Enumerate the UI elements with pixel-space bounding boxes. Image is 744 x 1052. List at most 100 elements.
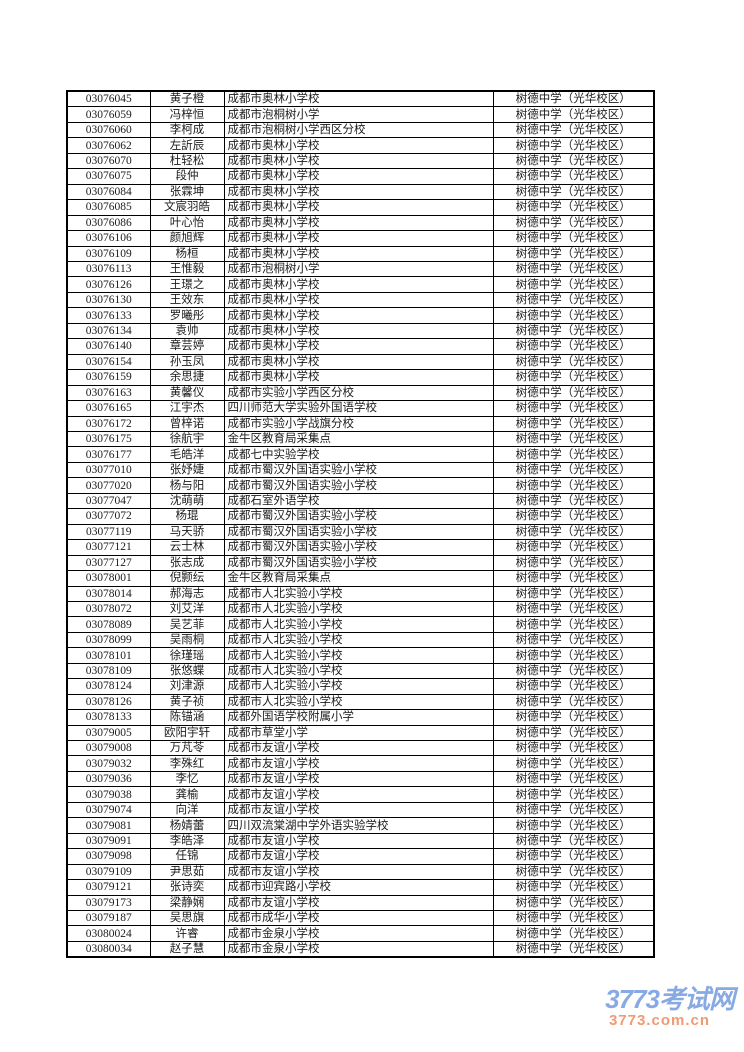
cell-middle-school: 树德中学（光华校区） (492, 291, 655, 309)
cell-primary-school: 金牛区教育局采集点 (223, 570, 494, 587)
cell-registration-id: 03076134 (66, 322, 151, 340)
cell-registration-id: 03076163 (66, 384, 151, 402)
cell-primary-school: 成都市奥林小学校 (223, 90, 494, 108)
cell-primary-school: 成都市友谊小学校 (223, 863, 494, 881)
cell-primary-school: 成都市友谊小学校 (223, 894, 494, 912)
table-row: 03078126 黄子祯 成都市人北实验小学校 树德中学（光华校区） (66, 693, 655, 711)
table-row: 03076059 冯梓恒 成都市泡桐树小学 树德中学（光华校区） (66, 106, 655, 123)
table-row: 03077072 杨琨 成都市蜀汉外国语实验小学校 树德中学（光华校区） (66, 508, 655, 525)
cell-middle-school: 树德中学（光华校区） (492, 338, 655, 355)
cell-registration-id: 03076084 (66, 183, 151, 201)
cell-registration-id: 03076060 (66, 121, 151, 139)
cell-middle-school: 树德中学（光华校区） (492, 400, 655, 417)
cell-registration-id: 03076175 (66, 430, 151, 448)
cell-primary-school: 成都市实验小学西区分校 (223, 384, 494, 402)
cell-student-name: 王惟毅 (149, 260, 225, 278)
table-row: 03077127 张志成 成都市蜀汉外国语实验小学校 树德中学（光华校区） (66, 554, 655, 572)
table-row: 03076109 杨桓 成都市奥林小学校 树德中学（光华校区） (66, 245, 655, 262)
cell-middle-school: 树德中学（光华校区） (492, 461, 655, 479)
cell-primary-school: 成都市友谊小学校 (223, 786, 494, 803)
cell-student-name: 杨与阳 (149, 477, 225, 494)
cell-student-name: 杨婧蕾 (149, 817, 225, 834)
cell-primary-school: 成都市奥林小学校 (223, 307, 494, 324)
cell-registration-id: 03076130 (66, 291, 151, 309)
cell-middle-school: 树德中学（光华校区） (492, 245, 655, 262)
cell-student-name: 欧阳宇轩 (149, 724, 225, 742)
cell-primary-school: 成都市奥林小学校 (223, 230, 494, 247)
cell-student-name: 孙玉凤 (149, 353, 225, 371)
cell-registration-id: 03077020 (66, 477, 151, 494)
cell-middle-school: 树德中学（光华校区） (492, 755, 655, 772)
table-row: 03078133 陈锚涵 成都外国语学校附属小学 树德中学（光华校区） (66, 709, 655, 726)
cell-student-name: 梁静娴 (149, 894, 225, 912)
table-row: 03076163 黄馨仪 成都市实验小学西区分校 树德中学（光华校区） (66, 384, 655, 402)
cell-registration-id: 03076075 (66, 168, 151, 185)
table-row: 03076133 罗曦彤 成都市奥林小学校 树德中学（光华校区） (66, 307, 655, 324)
table-row: 03078124 刘津源 成都市人北实验小学校 树德中学（光华校区） (66, 678, 655, 695)
cell-registration-id: 03079032 (66, 755, 151, 772)
cell-middle-school: 树德中学（光华校区） (492, 631, 655, 649)
cell-middle-school: 树德中学（光华校区） (492, 879, 655, 896)
cell-primary-school: 成都市实验小学战旗分校 (223, 415, 494, 432)
table-row: 03076113 王惟毅 成都市泡桐树小学 树德中学（光华校区） (66, 260, 655, 278)
cell-middle-school: 树德中学（光华校区） (492, 446, 655, 463)
cell-registration-id: 03078014 (66, 585, 151, 602)
cell-registration-id: 03076109 (66, 245, 151, 262)
cell-primary-school: 成都市友谊小学校 (223, 770, 494, 788)
table-row: 03076106 颜旭辉 成都市奥林小学校 树德中学（光华校区） (66, 230, 655, 247)
cell-primary-school: 成都市奥林小学校 (223, 183, 494, 201)
table-row: 03079008 万芃苓 成都市友谊小学校 树德中学（光华校区） (66, 740, 655, 757)
cell-primary-school: 成都市奥林小学校 (223, 199, 494, 216)
table-row: 03080034 赵子慧 成都市金泉小学校 树德中学（光华校区） (66, 940, 655, 958)
cell-middle-school: 树德中学（光华校区） (492, 369, 655, 386)
table-row: 03076126 王璟之 成都市奥林小学校 树德中学（光华校区） (66, 276, 655, 293)
cell-middle-school: 树德中学（光华校区） (492, 539, 655, 556)
cell-student-name: 曾梓诺 (149, 415, 225, 432)
cell-middle-school: 树德中学（光华校区） (492, 384, 655, 402)
cell-student-name: 江宇杰 (149, 400, 225, 417)
cell-registration-id: 03078099 (66, 631, 151, 649)
cell-primary-school: 成都市友谊小学校 (223, 801, 494, 819)
cell-middle-school: 树德中学（光华校区） (492, 647, 655, 664)
cell-registration-id: 03076113 (66, 260, 151, 278)
table-row: 03077020 杨与阳 成都市蜀汉外国语实验小学校 树德中学（光华校区） (66, 477, 655, 494)
cell-primary-school: 成都市人北实验小学校 (223, 600, 494, 618)
cell-registration-id: 03076177 (66, 446, 151, 463)
cell-student-name: 毛皓洋 (149, 446, 225, 463)
cell-registration-id: 03078001 (66, 570, 151, 587)
cell-registration-id: 03079008 (66, 740, 151, 757)
cell-student-name: 徐航宇 (149, 430, 225, 448)
cell-student-name: 黄子祯 (149, 693, 225, 711)
table-row: 03078099 吴雨桐 成都市人北实验小学校 树德中学（光华校区） (66, 631, 655, 649)
cell-middle-school: 树德中学（光华校区） (492, 492, 655, 510)
cell-student-name: 罗曦彤 (149, 307, 225, 324)
cell-student-name: 沈萌萌 (149, 492, 225, 510)
cell-primary-school: 成都市奥林小学校 (223, 137, 494, 154)
cell-student-name: 万芃苓 (149, 740, 225, 757)
table-row: 03079187 吴思旗 成都市成华小学校 树德中学（光华校区） (66, 910, 655, 927)
cell-middle-school: 树德中学（光华校区） (492, 430, 655, 448)
cell-primary-school: 成都市奥林小学校 (223, 291, 494, 309)
table-row: 03076177 毛皓洋 成都七中实验学校 树德中学（光华校区） (66, 446, 655, 463)
table-row: 03076086 叶心怡 成都市奥林小学校 树德中学（光华校区） (66, 214, 655, 232)
table-row: 03076045 黄子橙 成都市奥林小学校 树德中学（光华校区） (66, 90, 655, 108)
cell-primary-school: 成都市人北实验小学校 (223, 631, 494, 649)
cell-primary-school: 成都市金泉小学校 (223, 940, 494, 958)
cell-student-name: 马天骄 (149, 523, 225, 541)
cell-registration-id: 03079121 (66, 879, 151, 896)
cell-middle-school: 树德中学（光华校区） (492, 940, 655, 958)
cell-registration-id: 03080034 (66, 940, 151, 958)
cell-middle-school: 树德中学（光华校区） (492, 508, 655, 525)
cell-primary-school: 成都市人北实验小学校 (223, 647, 494, 664)
table-row: 03078014 郝海志 成都市人北实验小学校 树德中学（光华校区） (66, 585, 655, 602)
cell-registration-id: 03079005 (66, 724, 151, 742)
table-row: 03076062 左訢辰 成都市奥林小学校 树德中学（光华校区） (66, 137, 655, 154)
table-row: 03079081 杨婧蕾 四川双流棠湖中学外语实验学校 树德中学（光华校区） (66, 817, 655, 834)
cell-student-name: 吴雨桐 (149, 631, 225, 649)
cell-registration-id: 03079173 (66, 894, 151, 912)
cell-primary-school: 成都七中实验学校 (223, 446, 494, 463)
table-row: 03077010 张妤婕 成都市蜀汉外国语实验小学校 树德中学（光华校区） (66, 461, 655, 479)
cell-student-name: 张妤婕 (149, 461, 225, 479)
cell-middle-school: 树德中学（光华校区） (492, 106, 655, 123)
